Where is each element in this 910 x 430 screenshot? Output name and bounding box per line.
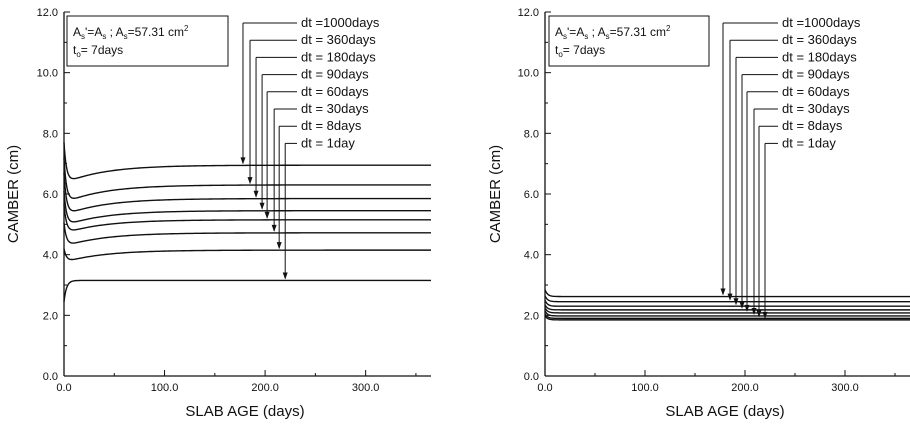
legend-label: dt =1000days — [301, 15, 380, 30]
series-line-dt-180 — [63, 172, 431, 212]
x-tick-label: 300.0 — [831, 382, 859, 394]
arrow-head — [247, 177, 253, 185]
y-tick-label: 6.0 — [524, 189, 539, 201]
legend-label: dt = 60days — [301, 84, 369, 99]
x-tick-label: 300.0 — [352, 382, 380, 394]
y-tick-label: 4.0 — [524, 250, 539, 262]
arrow-head — [751, 307, 757, 315]
series-line-dt-60 — [63, 204, 432, 231]
arrow-head — [253, 190, 259, 198]
annotation-box — [548, 15, 710, 67]
series-line-dt-30 — [63, 222, 431, 244]
y-axis-title: CAMBER (cm) — [5, 145, 22, 243]
legend-label: dt = 360days — [301, 32, 376, 47]
legend-label: dt = 30days — [782, 101, 850, 116]
series-line-dt-1000 — [63, 142, 431, 180]
y-axis-title: CAMBER (cm) — [487, 145, 504, 243]
series-line-dt-180 — [544, 299, 910, 307]
legend-label: dt = 1day — [782, 135, 836, 150]
arrow-head — [720, 288, 726, 296]
x-tick-label: 100.0 — [631, 382, 659, 394]
arrow-head — [733, 298, 739, 306]
series-line-dt-1 — [63, 279, 431, 302]
y-tick-label: 6.0 — [43, 189, 58, 201]
annotation-line: As'=As ; As=57.31 cm2 — [555, 24, 671, 41]
arrow-head — [727, 293, 733, 301]
series-line-dt-360 — [544, 295, 910, 303]
chart-panel-2: 0.0 2.0 4.0 6.0 8.0 10.0 12.0 0.0 100.0 200.0 300.… — [487, 7, 910, 420]
series-line-dt-90 — [63, 190, 432, 223]
y-tick-label: 8.0 — [43, 128, 58, 140]
y-tick-label: 2.0 — [43, 310, 58, 322]
x-axis-title: SLAB AGE (days) — [665, 403, 784, 420]
legend-label: dt = 180days — [782, 49, 857, 64]
series-line-dt-90 — [544, 304, 910, 311]
series-line-dt-1000 — [544, 289, 910, 298]
annotation-line: to= 7days — [73, 43, 123, 59]
arrow-head — [744, 304, 750, 312]
arrow-head — [756, 310, 762, 318]
legend-label: dt = 360days — [782, 32, 857, 47]
y-tick-label: 0.0 — [43, 371, 58, 383]
legend-label: dt = 8days — [782, 118, 843, 133]
y-tick-label: 10.0 — [37, 68, 58, 80]
legend-label: dt = 8days — [301, 118, 362, 133]
y-tick-label: 4.0 — [43, 250, 58, 262]
arrow-head — [739, 301, 745, 309]
legend-label: dt = 90days — [782, 67, 850, 82]
arrow-head — [264, 211, 270, 219]
series-line-dt-8 — [544, 313, 910, 320]
arrow-head — [271, 224, 277, 232]
series-line-dt-8 — [63, 248, 431, 261]
y-tick-label: 2.0 — [524, 310, 539, 322]
arrow-head — [240, 157, 246, 165]
legend-label: dt = 90days — [301, 67, 369, 82]
arrow-head — [276, 242, 282, 250]
x-tick-label: 0.0 — [537, 382, 552, 394]
series-line-dt-60 — [544, 307, 910, 314]
y-tick-label: 8.0 — [524, 128, 539, 140]
legend: dt =1000days dt = 360days dt = 180days dt =… — [720, 15, 861, 319]
series-line-dt-30 — [544, 310, 910, 317]
x-axis-title: SLAB AGE (days) — [185, 403, 304, 420]
x-tick-label: 200.0 — [251, 382, 279, 394]
arrow-head — [282, 272, 288, 280]
series-line-dt-1 — [544, 315, 910, 321]
series-line-dt-360 — [63, 157, 431, 199]
x-tick-label: 0.0 — [56, 382, 71, 394]
legend: dt =1000days dt = 360days dt = 180days dt =… — [240, 15, 380, 280]
y-tick-label: 10.0 — [518, 68, 539, 80]
legend-label: dt = 60days — [782, 84, 850, 99]
annotation-line: As'=As ; As=57.31 cm2 — [73, 24, 189, 41]
annotation-box — [66, 15, 229, 67]
annotation-line: to= 7days — [555, 43, 605, 59]
legend-label: dt =1000days — [782, 15, 861, 30]
legend-label: dt = 1day — [301, 135, 355, 150]
y-tick-label: 0.0 — [524, 371, 539, 383]
y-tick-label: 12.0 — [518, 7, 539, 19]
legend-label: dt = 180days — [301, 49, 376, 64]
arrow-head — [259, 202, 265, 210]
y-tick-label: 12.0 — [37, 7, 58, 19]
x-tick-label: 200.0 — [731, 382, 759, 394]
chart-panel-1: 0.0 2.0 4.0 6.0 8.0 10.0 12.0 0.0 100.0 200.0 300.… — [5, 7, 432, 420]
legend-label: dt = 30days — [301, 101, 369, 116]
arrow-head — [762, 311, 768, 319]
x-tick-label: 100.0 — [151, 382, 179, 394]
